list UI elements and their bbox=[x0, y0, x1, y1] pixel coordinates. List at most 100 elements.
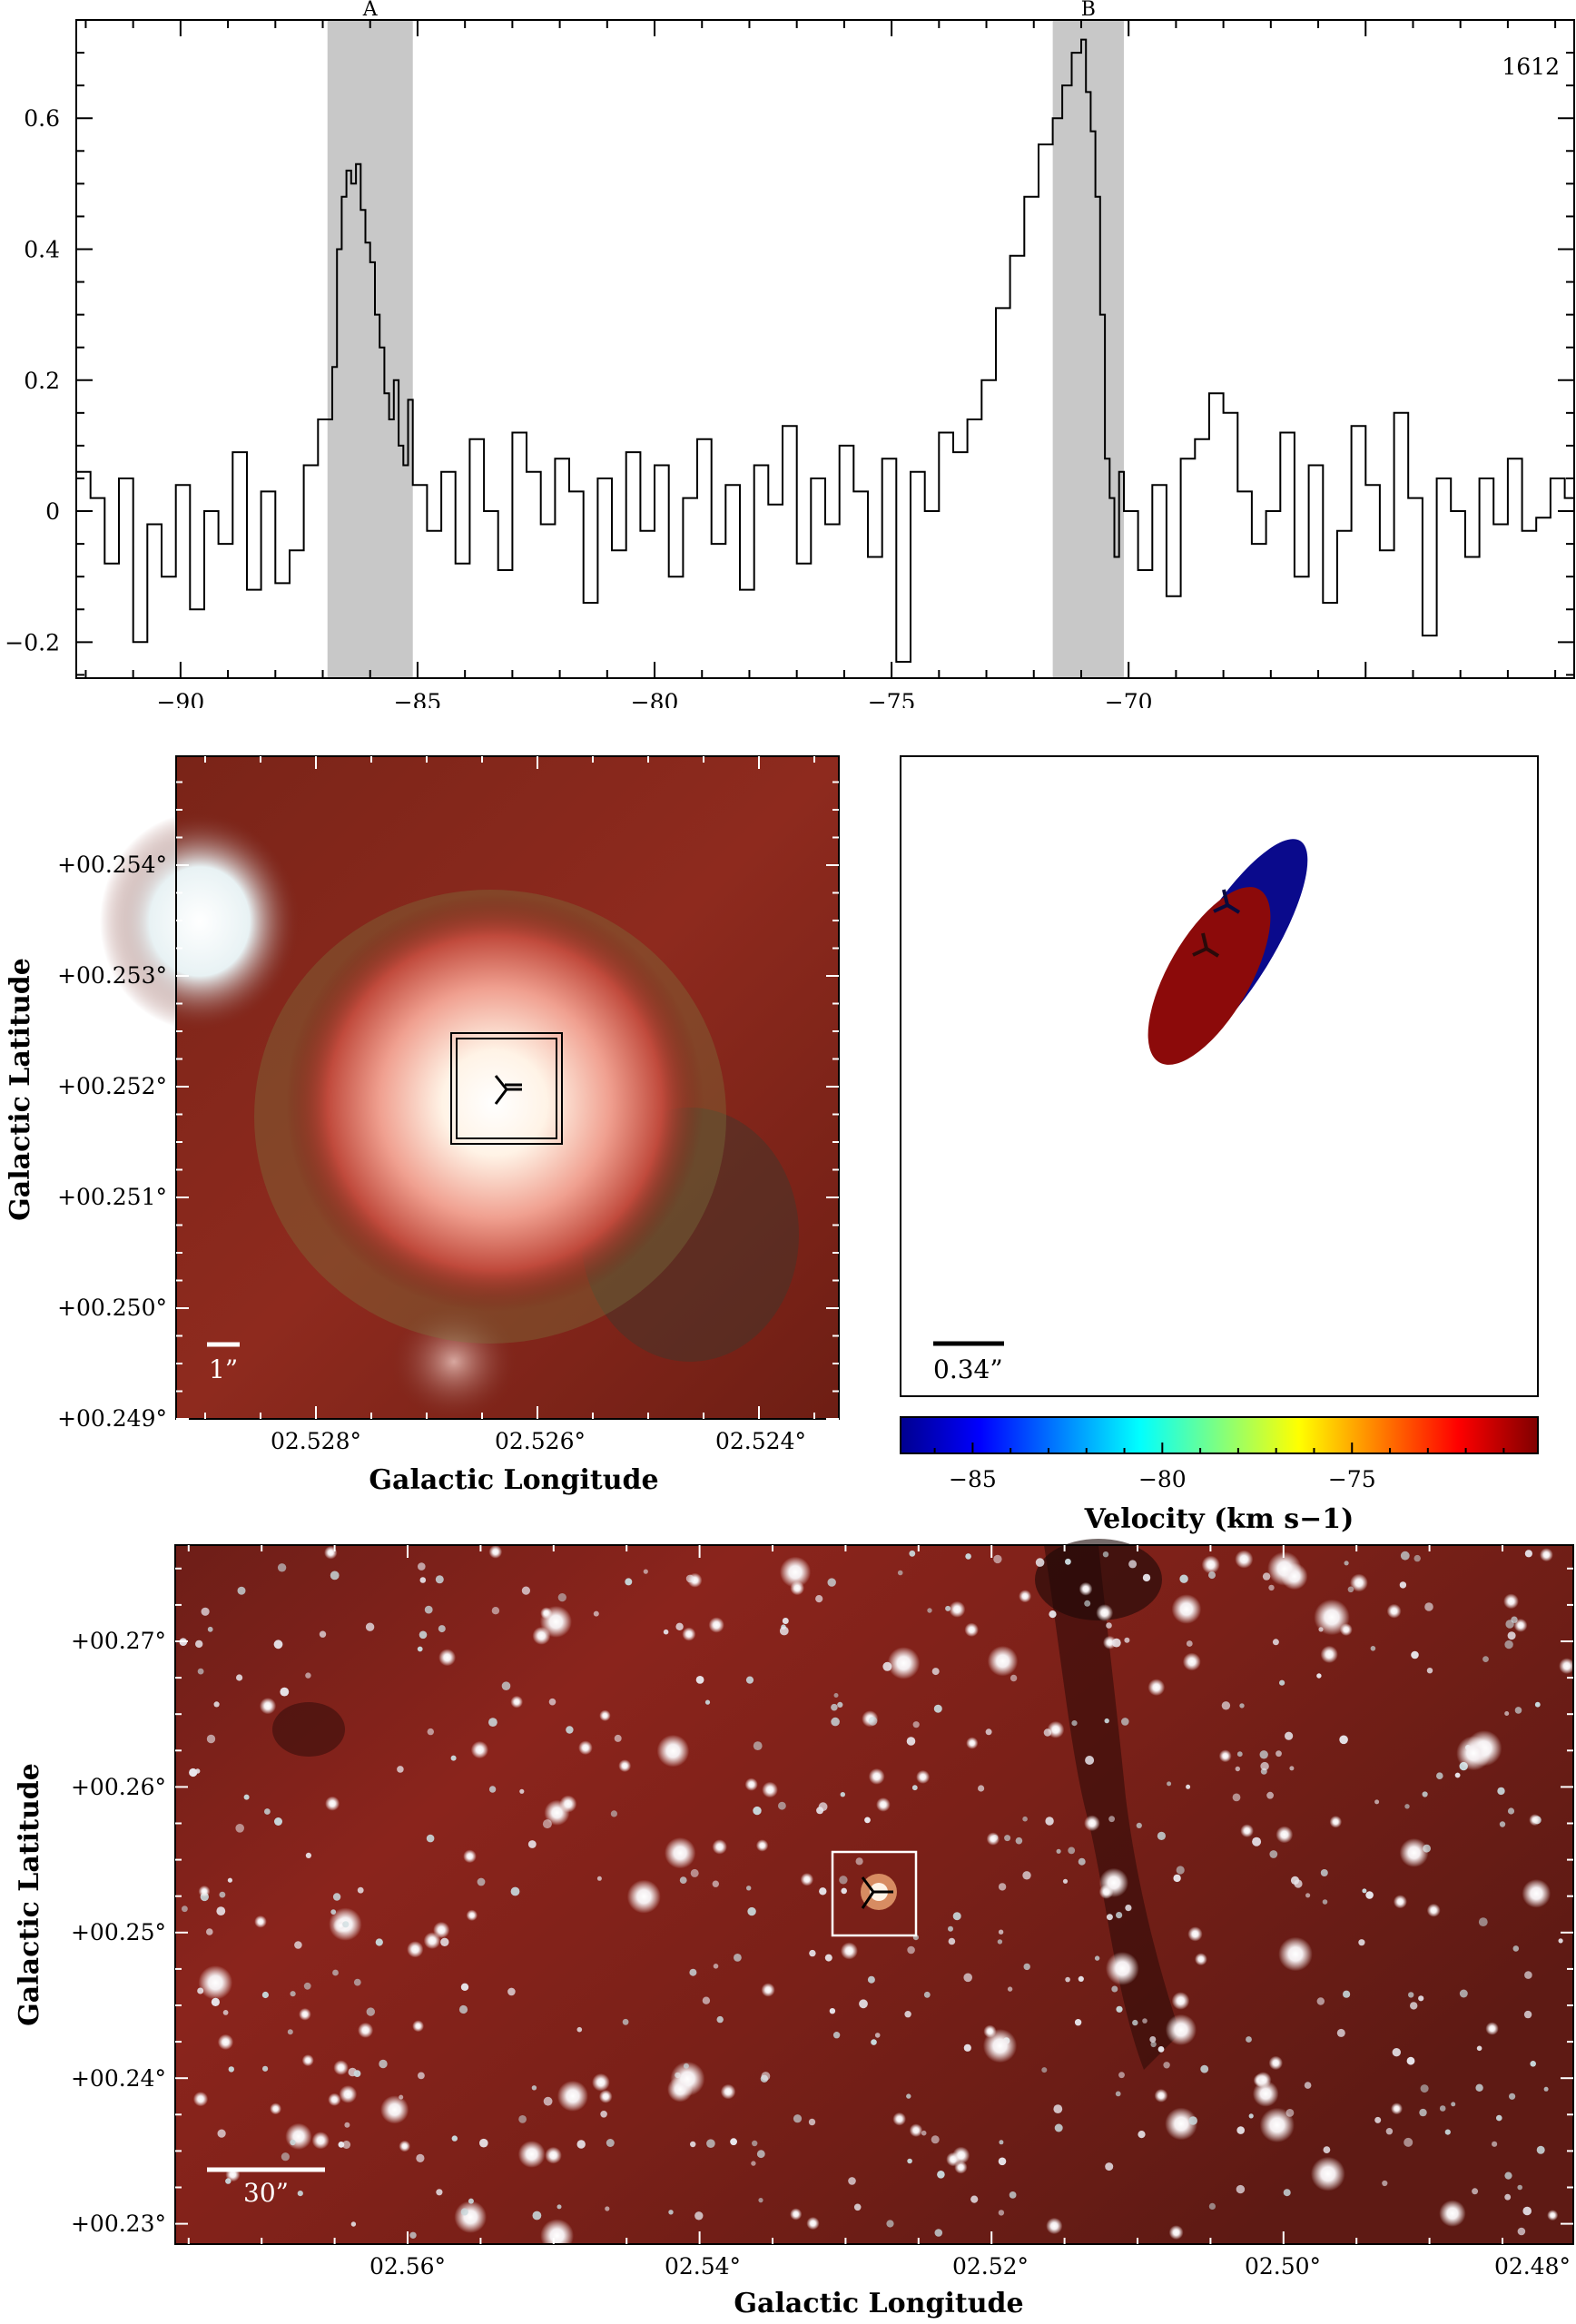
star bbox=[219, 1891, 226, 1898]
star bbox=[897, 1570, 903, 1576]
star bbox=[261, 1991, 269, 1999]
star bbox=[970, 2195, 979, 2203]
spectrum-line bbox=[76, 38, 1574, 663]
star bbox=[1339, 1735, 1348, 1745]
star bbox=[712, 1880, 719, 1887]
y-tick-label: +00.24° bbox=[71, 2065, 166, 2092]
spectrum-ticks bbox=[76, 20, 1574, 678]
star bbox=[1472, 2188, 1479, 2195]
star bbox=[419, 1630, 428, 1640]
star bbox=[290, 2139, 296, 2146]
star bbox=[752, 2140, 758, 2147]
star bbox=[399, 2094, 404, 2100]
y-tick-label: +00.25° bbox=[71, 1919, 166, 1945]
star bbox=[1399, 1581, 1407, 1589]
star bbox=[1370, 1646, 1376, 1651]
star bbox=[1547, 2210, 1559, 2221]
star bbox=[1411, 1650, 1419, 1659]
star bbox=[1007, 1986, 1013, 1992]
star bbox=[576, 2140, 586, 2149]
star bbox=[1365, 1891, 1374, 1899]
star bbox=[1316, 1997, 1325, 2005]
star bbox=[333, 2060, 349, 2075]
x-tick-label: 02.50° bbox=[1245, 2253, 1321, 2280]
star bbox=[235, 1824, 245, 1833]
star bbox=[1344, 1561, 1349, 1566]
velocity-frame bbox=[900, 755, 1539, 1397]
star bbox=[1071, 1720, 1078, 1727]
star bbox=[876, 1797, 891, 1812]
star bbox=[491, 1607, 500, 1615]
star bbox=[758, 2198, 763, 2203]
star bbox=[1392, 2048, 1402, 2057]
star bbox=[1208, 2202, 1216, 2210]
zoom-y-tick-labels: +00.254° +00.253° +00.252° +00.251° +00.… bbox=[57, 852, 167, 1432]
star bbox=[761, 2072, 771, 2081]
x-tick-label: 02.526° bbox=[495, 1428, 586, 1454]
star bbox=[470, 1740, 489, 1759]
y-tick-label: +00.27° bbox=[71, 1628, 166, 1654]
star bbox=[1201, 1555, 1220, 1574]
star bbox=[1503, 1593, 1519, 1610]
star bbox=[1475, 2083, 1483, 2092]
star bbox=[1168, 2225, 1184, 2240]
star bbox=[987, 1646, 1019, 1677]
star bbox=[417, 1646, 423, 1652]
star bbox=[682, 1627, 696, 1641]
star bbox=[438, 1649, 456, 1667]
star bbox=[1410, 2002, 1418, 2010]
star bbox=[409, 2231, 417, 2239]
y-tick-label: +00.250° bbox=[57, 1295, 167, 1321]
region-label: B bbox=[1081, 0, 1096, 21]
star bbox=[746, 1886, 752, 1891]
star bbox=[192, 2092, 209, 2107]
star bbox=[808, 2118, 816, 2126]
star bbox=[1451, 2102, 1456, 2107]
star bbox=[548, 1698, 557, 1706]
star bbox=[1459, 1989, 1468, 1998]
star bbox=[460, 2208, 468, 2216]
star bbox=[1148, 1679, 1166, 1696]
star bbox=[427, 1728, 434, 1736]
x-tick-label: 02.54° bbox=[665, 2253, 741, 2280]
star bbox=[1128, 1560, 1138, 1569]
zoom-scale-label: 1” bbox=[209, 1354, 238, 1384]
star bbox=[540, 2219, 574, 2253]
star bbox=[1507, 1631, 1516, 1640]
star bbox=[222, 2010, 229, 2015]
star bbox=[217, 2129, 226, 2138]
star bbox=[1523, 2010, 1532, 2019]
star bbox=[762, 1781, 778, 1798]
star bbox=[1513, 1619, 1528, 1632]
x-tick-label: 02.48° bbox=[1494, 2253, 1571, 2280]
star bbox=[963, 1973, 972, 1983]
star bbox=[864, 1817, 871, 1824]
star bbox=[1310, 2156, 1345, 2191]
colorbar-tick-label: −75 bbox=[1328, 1466, 1376, 1492]
star bbox=[237, 1586, 246, 1595]
star bbox=[1053, 2104, 1063, 2113]
star bbox=[1285, 1731, 1294, 1740]
star bbox=[747, 1906, 756, 1916]
star bbox=[1524, 1971, 1532, 1979]
star bbox=[332, 1893, 341, 1901]
star bbox=[1116, 2005, 1123, 2013]
star bbox=[339, 2085, 358, 2103]
star bbox=[488, 1545, 503, 1559]
star bbox=[228, 2066, 234, 2073]
star bbox=[1524, 1550, 1532, 1558]
star bbox=[1111, 1985, 1118, 1993]
maser-marker-icon bbox=[861, 1876, 893, 1909]
star bbox=[831, 1703, 838, 1711]
star bbox=[782, 1618, 789, 1624]
star bbox=[963, 2043, 971, 2052]
star bbox=[778, 1801, 786, 1810]
star bbox=[1056, 1848, 1061, 1854]
star-field bbox=[179, 1545, 1575, 2253]
star bbox=[1023, 1963, 1030, 1971]
star bbox=[906, 2093, 911, 2099]
star bbox=[1436, 1772, 1443, 1779]
star bbox=[827, 1578, 836, 1587]
x-tick-label: 02.528° bbox=[271, 1428, 361, 1454]
star bbox=[600, 2111, 607, 2118]
